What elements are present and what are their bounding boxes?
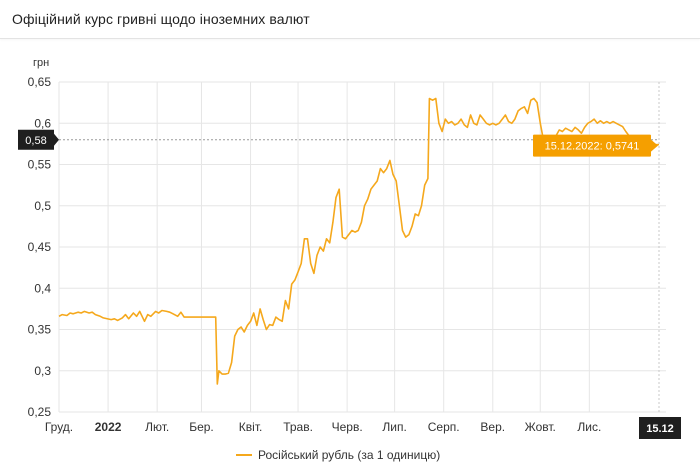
tooltip-arrow [651,139,658,152]
tooltip-text: 15.12.2022: 0,5741 [545,141,640,153]
x-tick-label: Лис. [577,420,601,434]
x-tick-label: Лют. [145,420,169,434]
y-tick-label: 0,65 [28,75,52,89]
y-axis-label: грн [33,57,49,69]
x-tick-label: Квіт. [239,420,263,434]
x-tick-label: Серп. [428,420,460,434]
crosshair-y-tag-text: 0,58 [25,135,46,147]
crosshair-y-tag-arrow [54,133,59,146]
legend-label: Російський рубль (за 1 одиницю) [258,448,440,462]
page-title: Офіційний курс гривні щодо іноземних вал… [12,11,310,27]
x-tick-label: 2022 [95,420,122,434]
series-line [58,97,660,385]
x-tick-label: Трав. [283,420,313,434]
crosshair-y-tag [18,129,54,150]
crosshair-x-tag [639,417,681,439]
y-tick-label: 0,55 [28,158,52,172]
x-tick-label: Груд. [45,420,73,434]
crosshair-x-tag-text: 15.12 [646,423,674,435]
y-tick-label: 0,35 [28,323,52,337]
y-tick-label: 0,5 [34,199,51,213]
y-tick-label: 0,3 [34,364,51,378]
x-tick-label: Жовт. [525,420,556,434]
y-tick-label: 0,25 [28,405,52,419]
x-tick-label: Черв. [332,420,363,434]
x-tick-label: Бер. [189,420,214,434]
tooltip-box [533,134,651,157]
x-tick-label: Вер. [480,420,505,434]
y-tick-label: 0,4 [34,281,51,295]
exchange-rate-chart[interactable]: 0,25 0,3 0,35 0,4 0,45 0,5 0,55 0,6 0,65 грн Груд.… [0,40,700,466]
y-tick-label: 0,45 [28,240,52,254]
y-tick-label: 0,6 [34,116,51,130]
page-header: Офіційний курс гривні щодо іноземних вал… [0,0,700,39]
x-tick-label: Лип. [382,420,406,434]
